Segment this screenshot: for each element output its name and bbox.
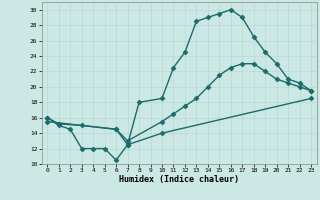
X-axis label: Humidex (Indice chaleur): Humidex (Indice chaleur): [119, 175, 239, 184]
